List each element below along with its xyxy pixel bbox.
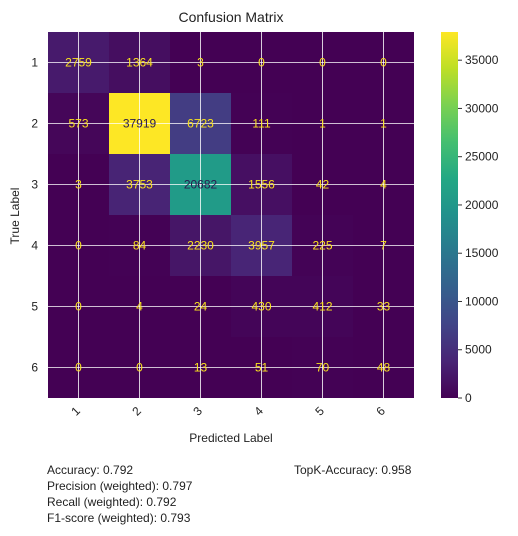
cell-value-label: 51 [255, 361, 269, 375]
x-tick-label: 6 [373, 404, 388, 419]
cell-value-label: 13 [194, 361, 208, 375]
cell-value-label: 70 [316, 361, 330, 375]
y-tick-label: 1 [31, 56, 38, 70]
cell-value-label: 3957 [248, 239, 275, 253]
x-tick-label: 1 [68, 404, 83, 419]
y-tick-label: 6 [31, 361, 38, 375]
cell-value-label: 42 [316, 178, 330, 192]
cell-value-label: 225 [312, 239, 332, 253]
cell-value-label: 0 [258, 56, 265, 70]
x-tick-label: 2 [129, 404, 144, 419]
cell-value-label: 0 [75, 361, 82, 375]
colorbar-tick-label: 5000 [465, 343, 492, 357]
cell-value-label: 0 [319, 56, 326, 70]
accuracy-text: Accuracy: 0.792 [47, 463, 134, 477]
topk-accuracy-text: TopK-Accuracy: 0.958 [294, 463, 412, 477]
y-tick-label: 4 [31, 239, 38, 253]
chart-title: Confusion Matrix [178, 9, 283, 25]
colorbar-gradient [441, 32, 458, 398]
x-tick-label: 4 [251, 404, 266, 419]
cell-value-label: 84 [133, 239, 147, 253]
cell-value-label: 1364 [126, 56, 153, 70]
y-tick-label: 5 [31, 300, 38, 314]
colorbar [441, 32, 458, 398]
colorbar-tick-label: 0 [465, 391, 472, 405]
cell-value-label: 48 [377, 361, 391, 375]
x-tick-label: 5 [312, 404, 327, 419]
cell-value-label: 7 [380, 239, 387, 253]
cell-value-label: 4 [136, 300, 143, 314]
colorbar-tick-label: 15000 [465, 246, 499, 260]
x-axis-ticks: 1 2 3 4 5 6 [68, 404, 388, 419]
colorbar-ticks: 0 5000 10000 15000 20000 25000 30000 35000 [458, 53, 499, 405]
y-axis-ticks: 1 2 3 4 5 6 [31, 56, 38, 375]
cell-value-label: 2759 [65, 56, 92, 70]
cell-value-label: 3753 [126, 178, 153, 192]
cell-value-label: 1556 [248, 178, 275, 192]
cell-value-label: 0 [75, 300, 82, 314]
cell-value-label: 111 [252, 117, 271, 131]
cell-value-label: 33 [377, 300, 391, 314]
colorbar-tick-label: 10000 [465, 294, 499, 308]
y-tick-label: 3 [31, 178, 38, 192]
precision-text: Precision (weighted): 0.797 [47, 479, 193, 493]
cell-value-label: 0 [136, 361, 143, 375]
heatmap-cells [48, 32, 414, 398]
heatmap-gridlines [48, 32, 414, 398]
y-tick-label: 2 [31, 117, 38, 131]
cell-value-label: 573 [68, 117, 88, 131]
colorbar-tick-label: 35000 [465, 53, 499, 67]
y-axis-label: True Label [8, 188, 22, 245]
cell-value-label: 3 [197, 56, 204, 70]
cell-value-label: 1 [319, 117, 326, 131]
cell-value-label: 1 [380, 117, 387, 131]
colorbar-tick-label: 25000 [465, 150, 499, 164]
recall-text: Recall (weighted): 0.792 [47, 495, 177, 509]
cell-value-label: 24 [194, 300, 208, 314]
cell-value-label: 0 [380, 56, 387, 70]
colorbar-tick-label: 20000 [465, 198, 499, 212]
cell-value-label: 430 [251, 300, 271, 314]
x-axis-label: Predicted Label [189, 431, 272, 445]
x-tick-label: 3 [190, 404, 205, 419]
colorbar-tick-label: 30000 [465, 101, 499, 115]
cell-value-label: 6723 [187, 117, 214, 131]
cell-value-label: 37919 [123, 117, 157, 131]
cell-value-label: 2230 [187, 239, 214, 253]
cell-value-label: 3 [75, 178, 82, 192]
cell-value-label: 0 [75, 239, 82, 253]
cell-value-label: 4 [380, 178, 387, 192]
cell-value-label: 20682 [184, 178, 218, 192]
cell-value-label: 412 [312, 300, 332, 314]
f1-score-text: F1-score (weighted): 0.793 [47, 511, 191, 525]
